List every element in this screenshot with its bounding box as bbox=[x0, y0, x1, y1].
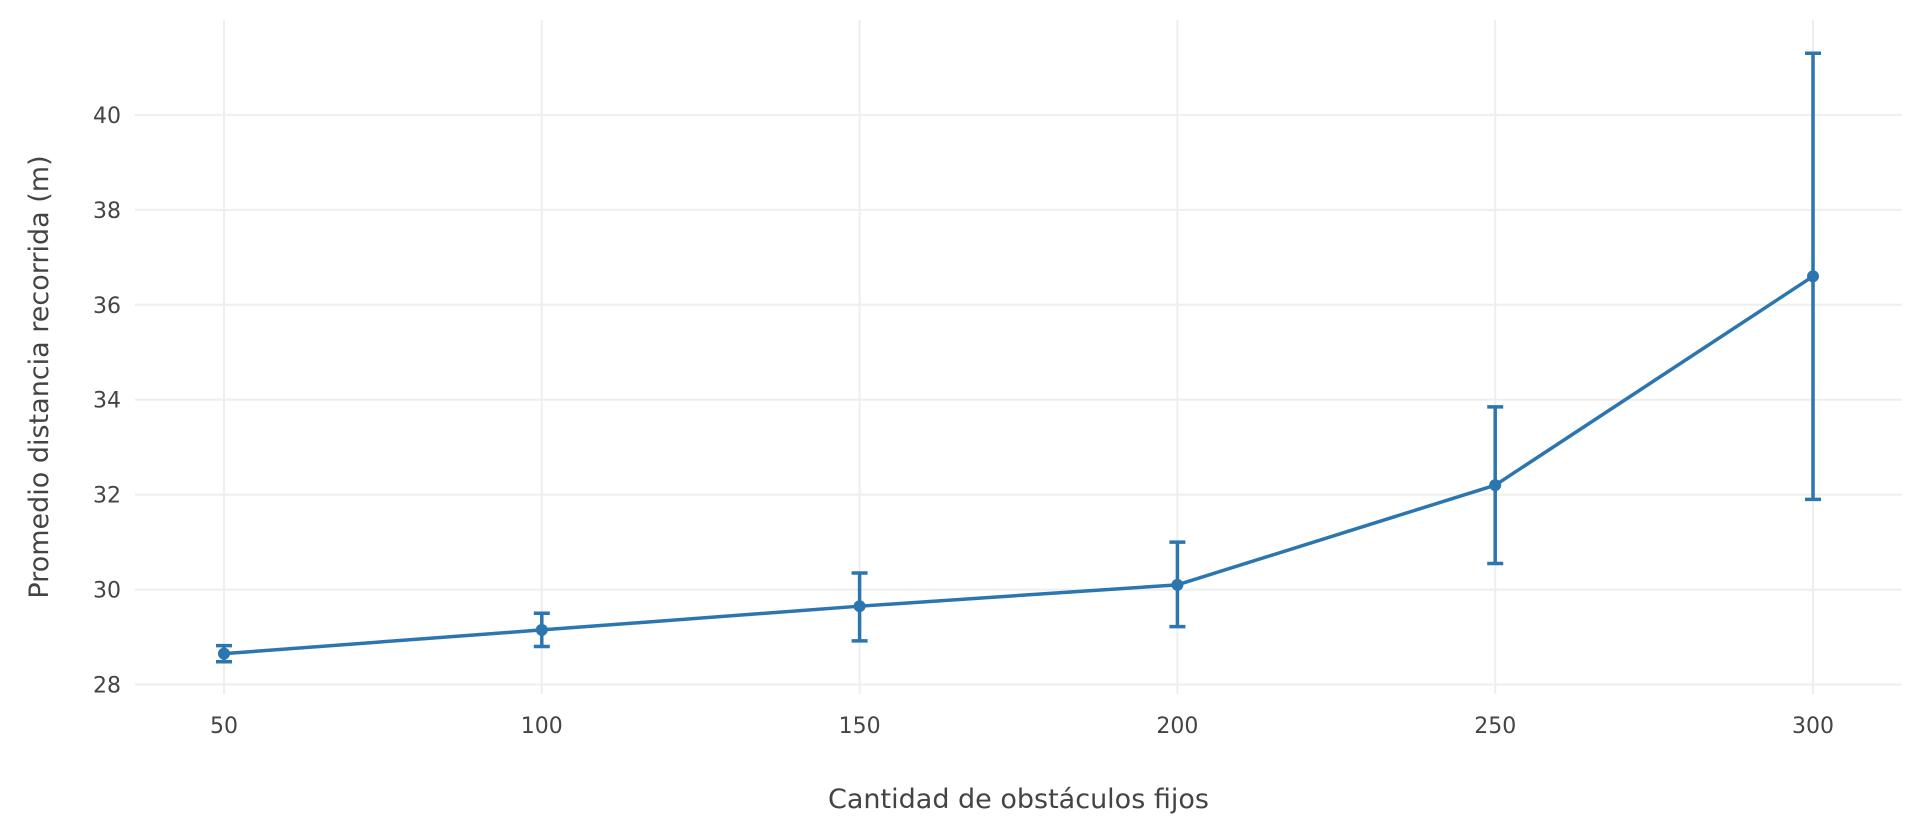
x-tick-label: 200 bbox=[1156, 714, 1198, 739]
y-tick-label: 34 bbox=[93, 389, 121, 414]
data-point bbox=[1807, 270, 1820, 283]
series-line-layer bbox=[223, 274, 1814, 656]
data-point bbox=[853, 600, 866, 613]
y-tick-label: 28 bbox=[93, 674, 121, 699]
x-tick-label: 100 bbox=[521, 714, 563, 739]
x-tick-label: 50 bbox=[210, 714, 238, 739]
x-axis-title: Cantidad de obstáculos fijos bbox=[828, 784, 1209, 815]
y-tick-label: 30 bbox=[93, 579, 121, 604]
x-tick-label: 300 bbox=[1792, 714, 1834, 739]
y-tick-label: 36 bbox=[93, 294, 121, 319]
data-point bbox=[535, 623, 548, 636]
y-tick-label: 38 bbox=[93, 199, 121, 224]
y-tick-label: 32 bbox=[93, 484, 121, 509]
data-point bbox=[217, 647, 230, 660]
grid-layer bbox=[135, 20, 1902, 694]
y-axis-title: Promedio distancia recorrida (m) bbox=[24, 155, 55, 598]
y-tick-label: 40 bbox=[93, 104, 121, 129]
error-bars bbox=[215, 51, 1822, 664]
x-tick-label: 150 bbox=[839, 714, 881, 739]
series-line bbox=[223, 274, 1814, 656]
x-tick-label: 250 bbox=[1474, 714, 1516, 739]
data-point bbox=[1489, 479, 1502, 492]
tick-labels: 50 100 150 200 250 300 28 30 32 34 36 38 40 bbox=[93, 104, 1834, 739]
data-points bbox=[217, 270, 1820, 660]
data-point bbox=[1171, 578, 1184, 591]
